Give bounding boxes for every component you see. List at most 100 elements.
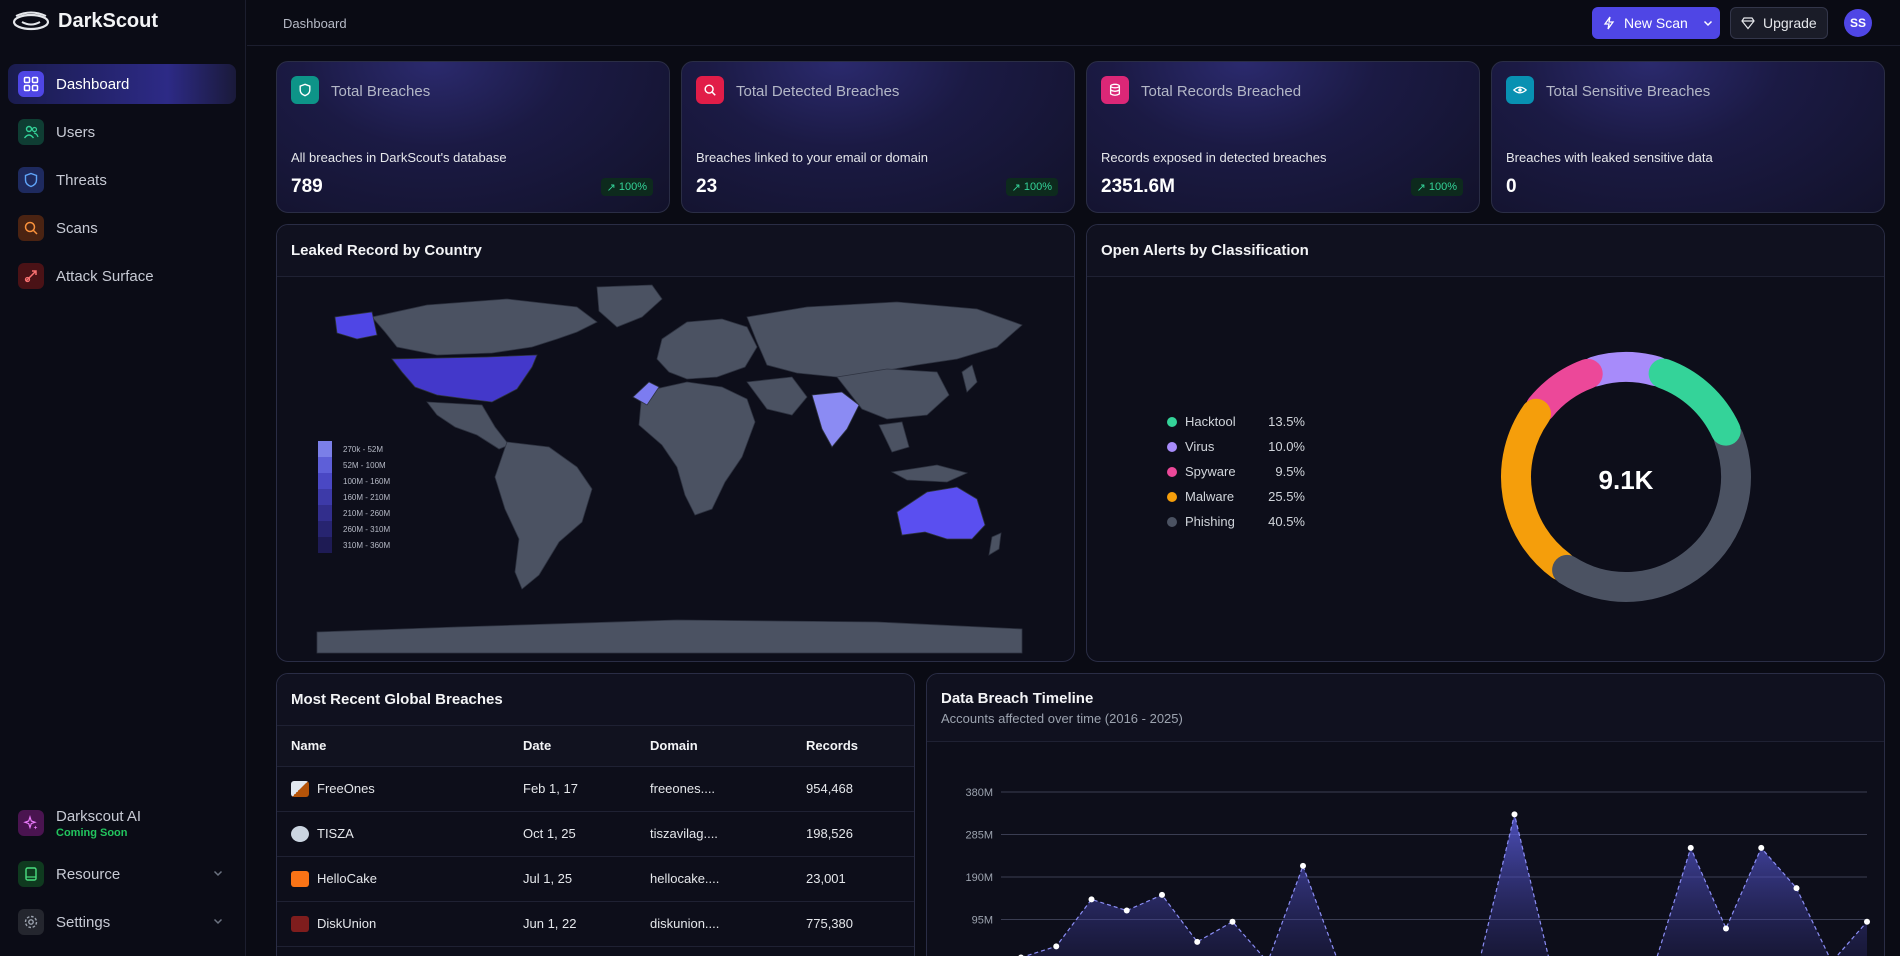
world-map[interactable]: 270k - 52M 52M - 100M 100M - 160M 160M -… bbox=[277, 277, 1075, 662]
chevron-down-icon[interactable] bbox=[212, 915, 224, 927]
donut-slice-phishing[interactable] bbox=[1552, 422, 1751, 602]
timeline-point[interactable] bbox=[1123, 907, 1130, 914]
legend-item[interactable]: Phishing 40.5% bbox=[1167, 509, 1305, 534]
panel-title: Most Recent Global Breaches bbox=[291, 691, 503, 708]
grid-icon bbox=[18, 71, 44, 97]
timeline-point[interactable] bbox=[1758, 844, 1765, 851]
sidebar-item-scans[interactable]: Scans bbox=[8, 208, 236, 248]
column-header-name[interactable]: Name bbox=[277, 726, 509, 767]
breach-date: Jul 1, 25 bbox=[509, 856, 636, 902]
table-row[interactable]: TISZA Oct 1, 25 tiszavilag.... 198,526 bbox=[277, 811, 914, 857]
timeline-point[interactable] bbox=[1053, 943, 1060, 950]
y-tick-label: 285M bbox=[965, 830, 993, 842]
timeline-point[interactable] bbox=[1793, 885, 1800, 892]
stat-card-total-detected-breaches: Total Detected Breaches Breaches linked … bbox=[681, 61, 1075, 213]
sidebar-item-darkscout-ai[interactable]: Darkscout AI Coming Soon bbox=[8, 798, 236, 848]
upgrade-button[interactable]: Upgrade bbox=[1730, 7, 1828, 39]
breach-domain: freeones.... bbox=[636, 766, 792, 812]
diamond-icon bbox=[1741, 17, 1755, 30]
legend-name: Virus bbox=[1185, 439, 1215, 454]
chevron-down-icon bbox=[1703, 20, 1712, 27]
shield-icon bbox=[18, 167, 44, 193]
column-header-records[interactable]: Records bbox=[792, 726, 914, 767]
country-alaska[interactable] bbox=[334, 311, 378, 340]
sidebar-item-dashboard[interactable]: Dashboard bbox=[8, 64, 236, 104]
trend-value: 100% bbox=[1428, 181, 1457, 193]
donut-slice-virus[interactable] bbox=[1580, 352, 1672, 387]
legend-dot bbox=[1167, 491, 1177, 502]
timeline-point[interactable] bbox=[1511, 811, 1518, 818]
sparkle-icon bbox=[18, 810, 44, 836]
shield-icon bbox=[291, 76, 319, 104]
legend-percent: 9.5% bbox=[1275, 464, 1305, 479]
country-usa[interactable] bbox=[391, 354, 538, 403]
column-header-domain[interactable]: Domain bbox=[636, 726, 792, 767]
legend-item[interactable]: Spyware 9.5% bbox=[1167, 459, 1305, 484]
alerts-donut-chart[interactable]: 9.1K bbox=[1476, 327, 1776, 627]
sidebar-bottom-nav: Darkscout AI Coming Soon Resource Settin… bbox=[8, 798, 236, 948]
table-row[interactable]: HelloCake Jul 1, 25 hellocake.... 23,001 bbox=[277, 856, 914, 902]
timeline-point[interactable] bbox=[1194, 938, 1201, 945]
country-india[interactable] bbox=[811, 391, 860, 448]
stat-description: Records exposed in detected breaches bbox=[1101, 150, 1327, 165]
donut-slice-malware[interactable] bbox=[1501, 398, 1576, 581]
timeline-point[interactable] bbox=[1723, 925, 1729, 932]
hellocake-logo-icon bbox=[291, 870, 309, 887]
stat-value: 23 bbox=[696, 176, 718, 197]
legend-name: Hacktool bbox=[1185, 414, 1236, 429]
database-icon bbox=[1101, 76, 1129, 104]
table-row[interactable]: FreeOnes Feb 1, 17 freeones.... 954,468 bbox=[277, 766, 914, 812]
donut-slice-spyware[interactable] bbox=[1525, 358, 1603, 423]
stat-title: Total Records Breached bbox=[1141, 83, 1302, 100]
stat-title: Total Detected Breaches bbox=[736, 83, 900, 100]
chevron-down-icon[interactable] bbox=[212, 867, 224, 879]
sidebar-item-users[interactable]: Users bbox=[8, 112, 236, 152]
trend-badge: ↗ 100% bbox=[1410, 178, 1463, 196]
sidebar-item-label: Attack Surface bbox=[56, 267, 154, 285]
column-header-date[interactable]: Date bbox=[509, 726, 636, 767]
stat-card-total-sensitive-breaches: Total Sensitive Breaches Breaches with l… bbox=[1491, 61, 1885, 213]
legend-percent: 13.5% bbox=[1268, 414, 1305, 429]
sidebar-item-settings[interactable]: Settings bbox=[8, 900, 236, 944]
sidebar-item-resource[interactable]: Resource bbox=[8, 852, 236, 896]
timeline-point[interactable] bbox=[1300, 862, 1306, 869]
donut-legend: Hacktool 13.5% Virus 10.0% Spyware 9.5% Mal… bbox=[1167, 409, 1305, 534]
avatar[interactable]: SS bbox=[1844, 9, 1872, 37]
darkscout-ai-text: Darkscout AI Coming Soon bbox=[56, 808, 141, 839]
donut-total: 9.1K bbox=[1599, 465, 1654, 495]
legend-label: 260M - 310M bbox=[343, 525, 390, 534]
timeline-point[interactable] bbox=[1229, 918, 1236, 925]
legend-item[interactable]: Malware 25.5% bbox=[1167, 484, 1305, 509]
breadcrumb[interactable]: Dashboard bbox=[283, 16, 347, 31]
timeline-point[interactable] bbox=[1088, 896, 1095, 903]
new-scan-button[interactable]: New Scan bbox=[1592, 7, 1720, 39]
stat-value: 0 bbox=[1506, 176, 1517, 197]
country-morocco[interactable] bbox=[632, 381, 660, 406]
donut-slice-hacktool[interactable] bbox=[1648, 358, 1741, 446]
app-logo[interactable]: DarkScout bbox=[12, 10, 158, 33]
panel-title: Open Alerts by Classification bbox=[1101, 242, 1309, 259]
breach-name: HelloCake bbox=[317, 871, 377, 886]
breach-name: TISZA bbox=[317, 826, 354, 841]
legend-label: 210M - 260M bbox=[343, 509, 390, 518]
y-tick-label: 190M bbox=[965, 872, 993, 884]
diskunion-logo-icon bbox=[291, 915, 309, 932]
sidebar-item-threats[interactable]: Threats bbox=[8, 160, 236, 200]
country-australia[interactable] bbox=[896, 486, 986, 540]
timeline-area-chart[interactable]: 380M 285M 190M 95M bbox=[927, 742, 1885, 956]
legend-label: 160M - 210M bbox=[343, 493, 390, 502]
timeline-point[interactable] bbox=[1687, 844, 1694, 851]
breach-name: FreeOnes bbox=[317, 781, 375, 796]
timeline-point[interactable] bbox=[1864, 918, 1870, 925]
sidebar-item-label: Resource bbox=[56, 865, 121, 883]
search-icon bbox=[18, 215, 44, 241]
sidebar-item-label: Dashboard bbox=[56, 75, 130, 93]
timeline-point[interactable] bbox=[1159, 891, 1165, 898]
legend-item[interactable]: Virus 10.0% bbox=[1167, 434, 1305, 459]
breach-date: Jun 1, 22 bbox=[509, 901, 636, 947]
sidebar-item-attack-surface[interactable]: Attack Surface bbox=[8, 256, 236, 296]
table-row[interactable]: DiskUnion Jun 1, 22 diskunion.... 775,38… bbox=[277, 901, 914, 947]
legend-item[interactable]: Hacktool 13.5% bbox=[1167, 409, 1305, 434]
darkscout-logo-icon bbox=[12, 11, 50, 30]
legend-dot bbox=[1167, 516, 1177, 527]
